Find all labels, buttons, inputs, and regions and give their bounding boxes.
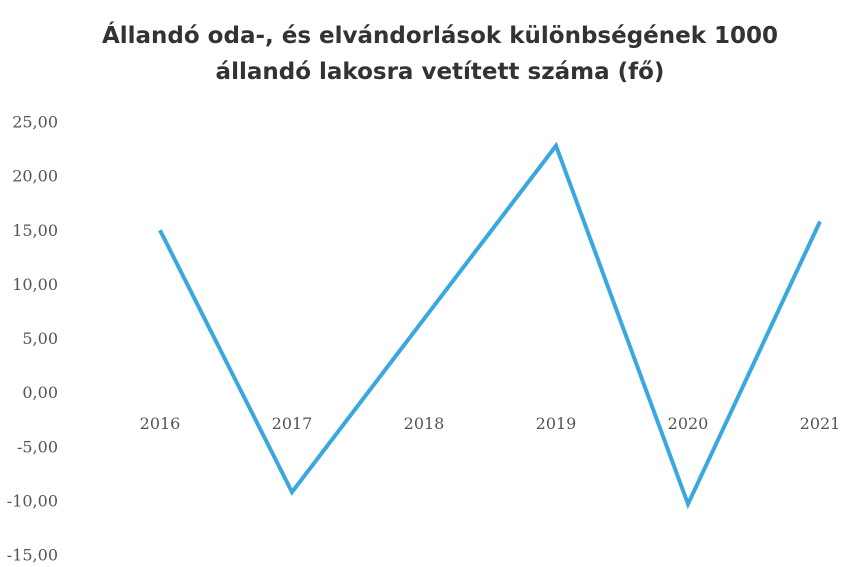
y-tick-label: 25,00: [12, 113, 58, 132]
x-tick-label: 2018: [404, 414, 445, 433]
y-tick-label: -15,00: [7, 546, 58, 565]
y-tick-label: 10,00: [12, 275, 58, 294]
y-tick-label: 0,00: [22, 383, 58, 402]
y-tick-label: -10,00: [7, 491, 58, 510]
x-tick-label: 2020: [668, 414, 709, 433]
x-tick-label: 2021: [800, 414, 841, 433]
y-tick-label: 5,00: [22, 329, 58, 348]
x-tick-label: 2017: [272, 414, 313, 433]
chart-title: Állandó oda-, és elvándorlások különbség…: [101, 23, 779, 85]
line-series: [158, 141, 822, 510]
x-tick-label: 2019: [536, 414, 577, 433]
y-tick-label: -5,00: [17, 437, 58, 456]
x-tick-label: 2016: [140, 414, 181, 433]
y-tick-label: 15,00: [12, 221, 58, 240]
y-tick-label: 20,00: [12, 167, 58, 186]
